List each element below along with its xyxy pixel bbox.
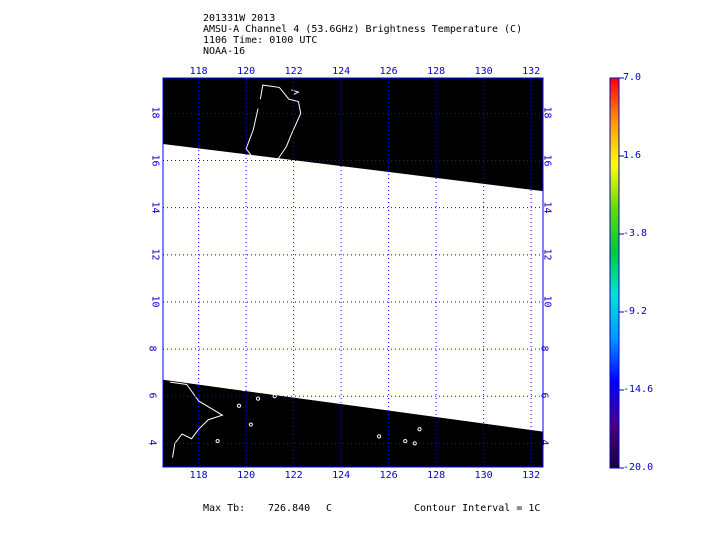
longitude-tick-bottom: 130 <box>474 470 493 481</box>
coastline-islet <box>377 434 382 439</box>
coastline-luzon <box>245 84 302 162</box>
latitude-tick-left: 8 <box>146 345 158 352</box>
map-frame <box>162 77 544 468</box>
longitude-tick-top: 128 <box>427 66 446 77</box>
coastline-islet <box>255 396 261 401</box>
latitude-tick-left: 18 <box>149 106 161 119</box>
latitude-tick-left: 4 <box>146 439 158 446</box>
latitude-tick-right: 4 <box>538 439 550 446</box>
map-plot-area <box>162 77 544 468</box>
coastline-islet <box>236 403 242 408</box>
max-tb-label: Max Tb: <box>203 503 246 514</box>
coastline-islet <box>248 422 253 427</box>
colorbar-label: -20.0 <box>623 462 654 473</box>
longitude-tick-bottom: 132 <box>522 470 541 481</box>
longitude-tick-bottom: 120 <box>237 470 256 481</box>
colorbar-label: -14.6 <box>623 384 654 395</box>
longitude-tick-top: 122 <box>284 66 303 77</box>
max-tb-value: 726.840 <box>268 503 311 514</box>
longitude-tick-top: 120 <box>237 66 256 77</box>
latitude-tick-left: 12 <box>149 248 161 261</box>
longitude-tick-bottom: 124 <box>332 470 351 481</box>
longitude-tick-bottom: 118 <box>189 470 208 481</box>
coastline-islet <box>417 427 422 432</box>
longitude-tick-top: 130 <box>474 66 493 77</box>
latitude-tick-right: 14 <box>541 201 553 214</box>
coastline-islet <box>215 438 220 444</box>
title-line-satellite: NOAA-16 <box>203 46 246 57</box>
title-line-product: AMSU-A Channel 4 (53.6GHz) Brightness Te… <box>203 24 523 35</box>
latitude-tick-right: 6 <box>538 392 550 399</box>
max-tb-unit: C <box>326 503 333 514</box>
satellite-swath <box>163 144 543 432</box>
coastline-islet <box>372 401 377 406</box>
coastline-islet <box>227 384 232 389</box>
longitude-tick-bottom: 128 <box>427 470 446 481</box>
coastline-borneo <box>170 381 224 458</box>
longitude-tick-bottom: 122 <box>284 470 303 481</box>
latitude-tick-left: 16 <box>149 153 161 167</box>
contour-interval: Contour Interval = 1C <box>414 503 541 514</box>
title-line-storm: 201331W 2013 <box>203 13 276 24</box>
colorbar-label: -9.2 <box>623 306 648 317</box>
title-line-time: 1106 Time: 0100 UTC <box>203 35 318 46</box>
latitude-tick-left: 14 <box>149 201 161 214</box>
latitude-tick-left: 6 <box>146 392 158 399</box>
latitude-tick-right: 12 <box>541 248 553 261</box>
longitude-tick-bottom: 126 <box>379 470 398 481</box>
colorbar-label: 1.6 <box>623 150 642 161</box>
coastline-islet <box>412 441 417 446</box>
coastline-mindanao <box>288 374 333 402</box>
coastline-islet <box>272 394 277 399</box>
latitude-tick-right: 16 <box>541 153 553 167</box>
colorbar-label: 7.0 <box>623 72 642 83</box>
latitude-tick-right: 8 <box>538 345 550 352</box>
latitude-tick-right: 10 <box>541 295 553 308</box>
latitude-tick-right: 18 <box>541 106 553 119</box>
colorbar <box>609 77 624 469</box>
longitude-tick-top: 132 <box>522 66 541 77</box>
coastline-islet <box>241 387 246 392</box>
longitude-tick-top: 118 <box>189 66 208 77</box>
coastline-islet <box>403 438 408 444</box>
latitude-tick-left: 10 <box>149 295 161 308</box>
longitude-tick-top: 126 <box>379 66 398 77</box>
longitude-tick-top: 124 <box>332 66 351 77</box>
colorbar-label: -3.8 <box>623 228 648 239</box>
colorbar-gradient <box>609 77 620 469</box>
